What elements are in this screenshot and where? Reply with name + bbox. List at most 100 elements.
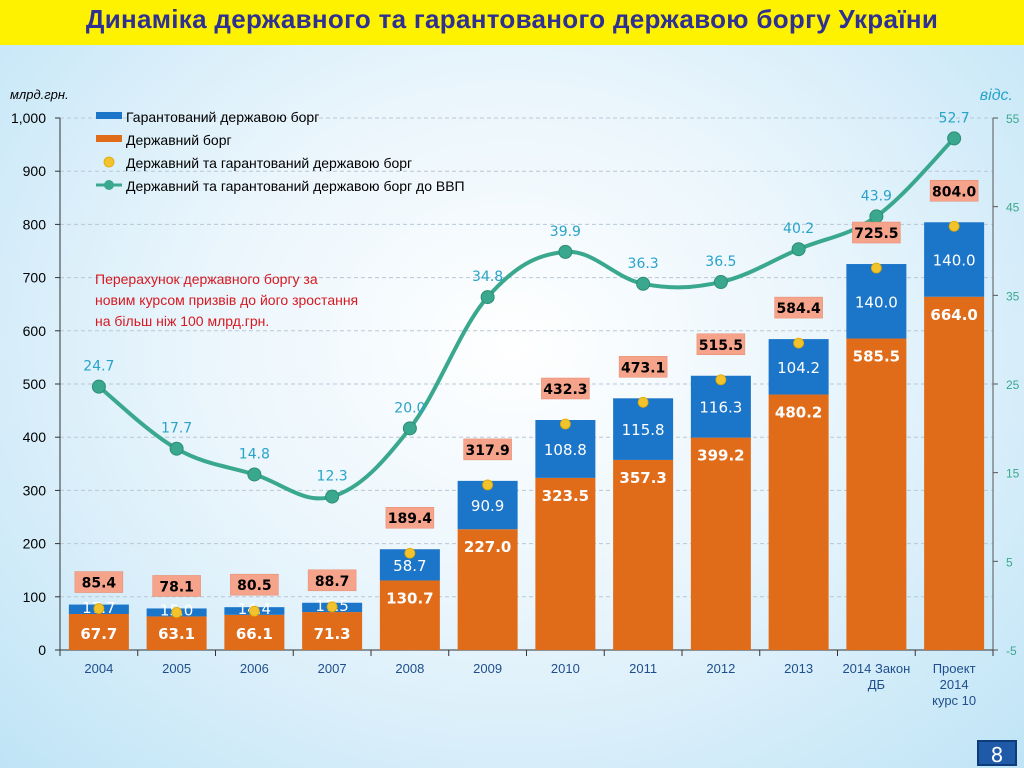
gdp-ratio-point <box>947 131 962 146</box>
gdp-ratio-point <box>713 275 728 290</box>
total-debt-label: 432.3 <box>543 382 587 398</box>
state-debt-label: 323.5 <box>542 487 589 505</box>
total-debt-label: 584.4 <box>776 301 821 317</box>
total-debt-label: 78.1 <box>159 579 194 595</box>
gdp-ratio-label: 39.9 <box>550 224 581 240</box>
left-axis-tick-label: 800 <box>23 216 47 232</box>
total-debt-point <box>948 220 960 232</box>
guaranteed-debt-label: 90.9 <box>471 497 504 515</box>
total-debt-label: 473.1 <box>621 360 665 376</box>
gdp-ratio-point <box>91 379 106 394</box>
total-debt-point <box>171 607 183 618</box>
left-axis-tick-label: 200 <box>23 536 47 552</box>
gdp-ratio-label: 52.7 <box>939 110 970 126</box>
total-debt-point <box>637 396 649 408</box>
annotation-line: Перерахунок державного боргу за <box>95 271 318 287</box>
slide-title: Динаміка державного та гарантованого дер… <box>85 4 939 34</box>
left-axis-tick-label: 1,000 <box>11 110 46 126</box>
state-debt-bar <box>302 612 363 650</box>
gdp-ratio-label: 43.9 <box>861 188 892 204</box>
total-debt-label: 85.4 <box>82 576 117 592</box>
total-debt-point <box>793 337 805 349</box>
total-debt-label: 725.5 <box>854 226 898 242</box>
gdp-ratio-point <box>791 242 806 257</box>
total-debt-label-box <box>152 575 201 597</box>
gdp-ratio-label: 36.5 <box>705 254 736 270</box>
total-debt-label-box <box>618 356 668 378</box>
gdp-ratio-label: 17.7 <box>161 421 192 437</box>
legend-label-gdp: Державний та гарантований державою борг … <box>126 178 465 194</box>
data-labels: 67.717.763.115.066.114.471.317.5130.758.… <box>74 180 979 643</box>
state-debt-label: 357.3 <box>619 469 666 487</box>
x-axis-tick-label: ДБ <box>868 677 885 692</box>
right-axis-tick-label: 25 <box>1006 378 1020 392</box>
total-debt-label-box <box>541 377 590 400</box>
total-debt-point <box>715 374 727 386</box>
stacked-bars <box>68 222 985 650</box>
annotation: Перерахунок державного боргу за новим кур… <box>95 271 358 329</box>
state-debt-label: 63.1 <box>158 625 195 643</box>
x-axis-tick-label: 2014 Закон <box>842 661 910 676</box>
state-debt-bar <box>924 296 985 650</box>
state-debt-bar <box>457 529 518 650</box>
right-axis-tick-label: 45 <box>1006 201 1020 215</box>
guaranteed-debt-bar <box>535 420 596 478</box>
gdp-ratio-line-path <box>97 136 956 501</box>
guaranteed-debt-bar <box>613 398 674 460</box>
total-debt-label-box <box>774 296 823 319</box>
state-debt-bar <box>846 338 907 650</box>
guaranteed-debt-label: 116.3 <box>699 399 742 417</box>
state-debt-label: 227.0 <box>464 538 511 556</box>
guaranteed-debt-label: 58.7 <box>393 557 426 575</box>
gdp-ratio-label: 14.8 <box>239 446 270 462</box>
left-axis-tick-label: 700 <box>23 270 47 286</box>
state-debt-label: 480.2 <box>775 404 822 422</box>
total-debt-label-box <box>385 506 435 529</box>
state-debt-label: 399.2 <box>697 447 744 465</box>
total-debt-point <box>404 547 416 559</box>
total-debt-label-box <box>74 571 124 593</box>
gdp-ratio-line: 24.7 17.7 14.8 12.3 20.0 34.8 39.9 36.3 36.5 40.2… <box>83 110 970 504</box>
guaranteed-debt-label: 140.0 <box>855 293 898 311</box>
total-debt-label-box <box>852 221 901 244</box>
state-debt-bar <box>690 437 751 650</box>
x-axis-tick-label: 2008 <box>395 661 424 676</box>
right-axis-tick-label: 5 <box>1006 555 1013 569</box>
gdp-ratio-point <box>169 441 184 456</box>
total-debt-label: 804.0 <box>932 184 977 200</box>
left-axis-tick-label: 500 <box>23 376 47 392</box>
total-debt-point <box>326 601 338 613</box>
left-axis-tick-label: 900 <box>23 163 47 179</box>
state-debt-label: 67.7 <box>80 625 117 643</box>
right-axis-tick-label: 55 <box>1006 112 1020 126</box>
guaranteed-debt-label: 140.0 <box>933 252 976 270</box>
legend-label-total: Державний та гарантований державою борг <box>126 155 412 171</box>
guaranteed-debt-bar <box>846 264 907 339</box>
x-axis-tick-label: 2011 <box>629 661 657 676</box>
x-axis-tick-label: 2006 <box>240 661 269 676</box>
grid-lines <box>60 117 993 598</box>
total-debt-label: 317.9 <box>465 443 509 459</box>
guaranteed-debt-bar <box>690 375 751 438</box>
state-debt-bar <box>379 580 440 650</box>
right-axis-tick-label: 35 <box>1006 289 1020 303</box>
left-axis-tick-label: 400 <box>23 429 47 445</box>
total-debt-label: 189.4 <box>388 511 433 527</box>
x-axis-tick-label: 2014 <box>940 677 969 692</box>
x-axis-tick-label: курс 10 <box>932 693 976 708</box>
total-debt-point <box>248 605 260 617</box>
state-debt-bar <box>768 394 829 650</box>
annotation-line: на більш ніж 100 млрд.грн. <box>95 313 269 329</box>
x-axis-tick-label: 2007 <box>318 661 347 676</box>
total-debt-point <box>559 418 571 430</box>
right-axis-tick-label: 15 <box>1006 467 1020 481</box>
x-axis-tick-label: Проект <box>933 661 976 676</box>
left-axis-tick-label: 100 <box>23 589 47 605</box>
x-axis-tick-label: 2012 <box>706 661 735 676</box>
legend-swatch-gdp-point <box>104 180 114 190</box>
total-debt-point <box>482 479 494 491</box>
guaranteed-debt-bar <box>924 222 985 297</box>
total-debt-label: 515.5 <box>699 338 743 354</box>
gdp-ratio-label: 24.7 <box>83 359 114 375</box>
